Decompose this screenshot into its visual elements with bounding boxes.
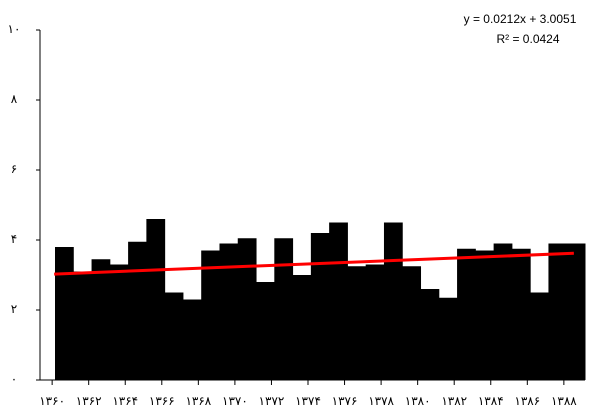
x-tick-label: ۱۳۸۶	[514, 394, 540, 408]
bar	[347, 266, 367, 380]
x-tick-label: ۱۳۸۲	[441, 394, 467, 408]
r-squared: R² = 0.0424	[496, 32, 559, 46]
bar	[55, 247, 74, 380]
x-tick-label: ۱۳۶۴	[112, 394, 138, 408]
bar	[164, 292, 184, 380]
x-tick-label: ۱۳۷۶	[332, 394, 358, 408]
bar	[292, 275, 312, 380]
bar	[511, 248, 531, 380]
trend-equation: y = 0.0212x + 3.0051	[464, 12, 577, 26]
x-tick-label: ۱۳۶۶	[149, 394, 175, 408]
bar	[383, 222, 403, 380]
x-tick-label: ۱۳۶۸	[185, 394, 211, 408]
bar	[530, 292, 549, 380]
x-tick-label: ۱۳۸۸	[551, 394, 577, 408]
bar	[73, 271, 93, 380]
bar	[457, 248, 476, 380]
y-tick-label: ۲	[11, 302, 17, 316]
bar	[548, 243, 568, 380]
y-tick-label: ۶	[11, 162, 17, 176]
bar	[146, 219, 166, 380]
bar	[274, 238, 294, 380]
x-tick-label: ۱۳۶۲	[76, 394, 102, 408]
y-tick-label: ۰	[11, 372, 17, 386]
x-tick-label: ۱۳۸۴	[478, 394, 504, 408]
x-tick-label: ۱۳۷۸	[368, 394, 394, 408]
y-tick-label: ۴	[11, 232, 17, 246]
bar	[128, 241, 147, 380]
bar	[493, 243, 513, 380]
x-tick-label: ۱۳۷۰	[222, 394, 248, 408]
bar	[329, 222, 348, 380]
bar	[219, 243, 239, 380]
y-tick-label: ۸	[11, 92, 18, 106]
bar	[420, 289, 440, 380]
bar	[182, 299, 202, 380]
y-tick-label: ۱۰	[8, 22, 21, 36]
x-tick-label: ۱۳۶۰	[39, 394, 65, 408]
x-tick-label: ۱۳۸۰	[405, 394, 431, 408]
bar	[566, 243, 586, 380]
bar	[438, 297, 458, 380]
bar	[91, 259, 111, 380]
bar	[365, 264, 385, 380]
x-tick-label: ۱۳۷۴	[295, 394, 321, 408]
bar	[201, 250, 220, 380]
bar	[237, 238, 257, 380]
bar	[475, 250, 495, 380]
x-tick-label: ۱۳۷۲	[259, 394, 285, 408]
bar	[256, 282, 275, 380]
trend-line	[54, 251, 574, 276]
bar	[310, 233, 330, 380]
bar	[109, 264, 129, 380]
bar	[402, 266, 422, 380]
